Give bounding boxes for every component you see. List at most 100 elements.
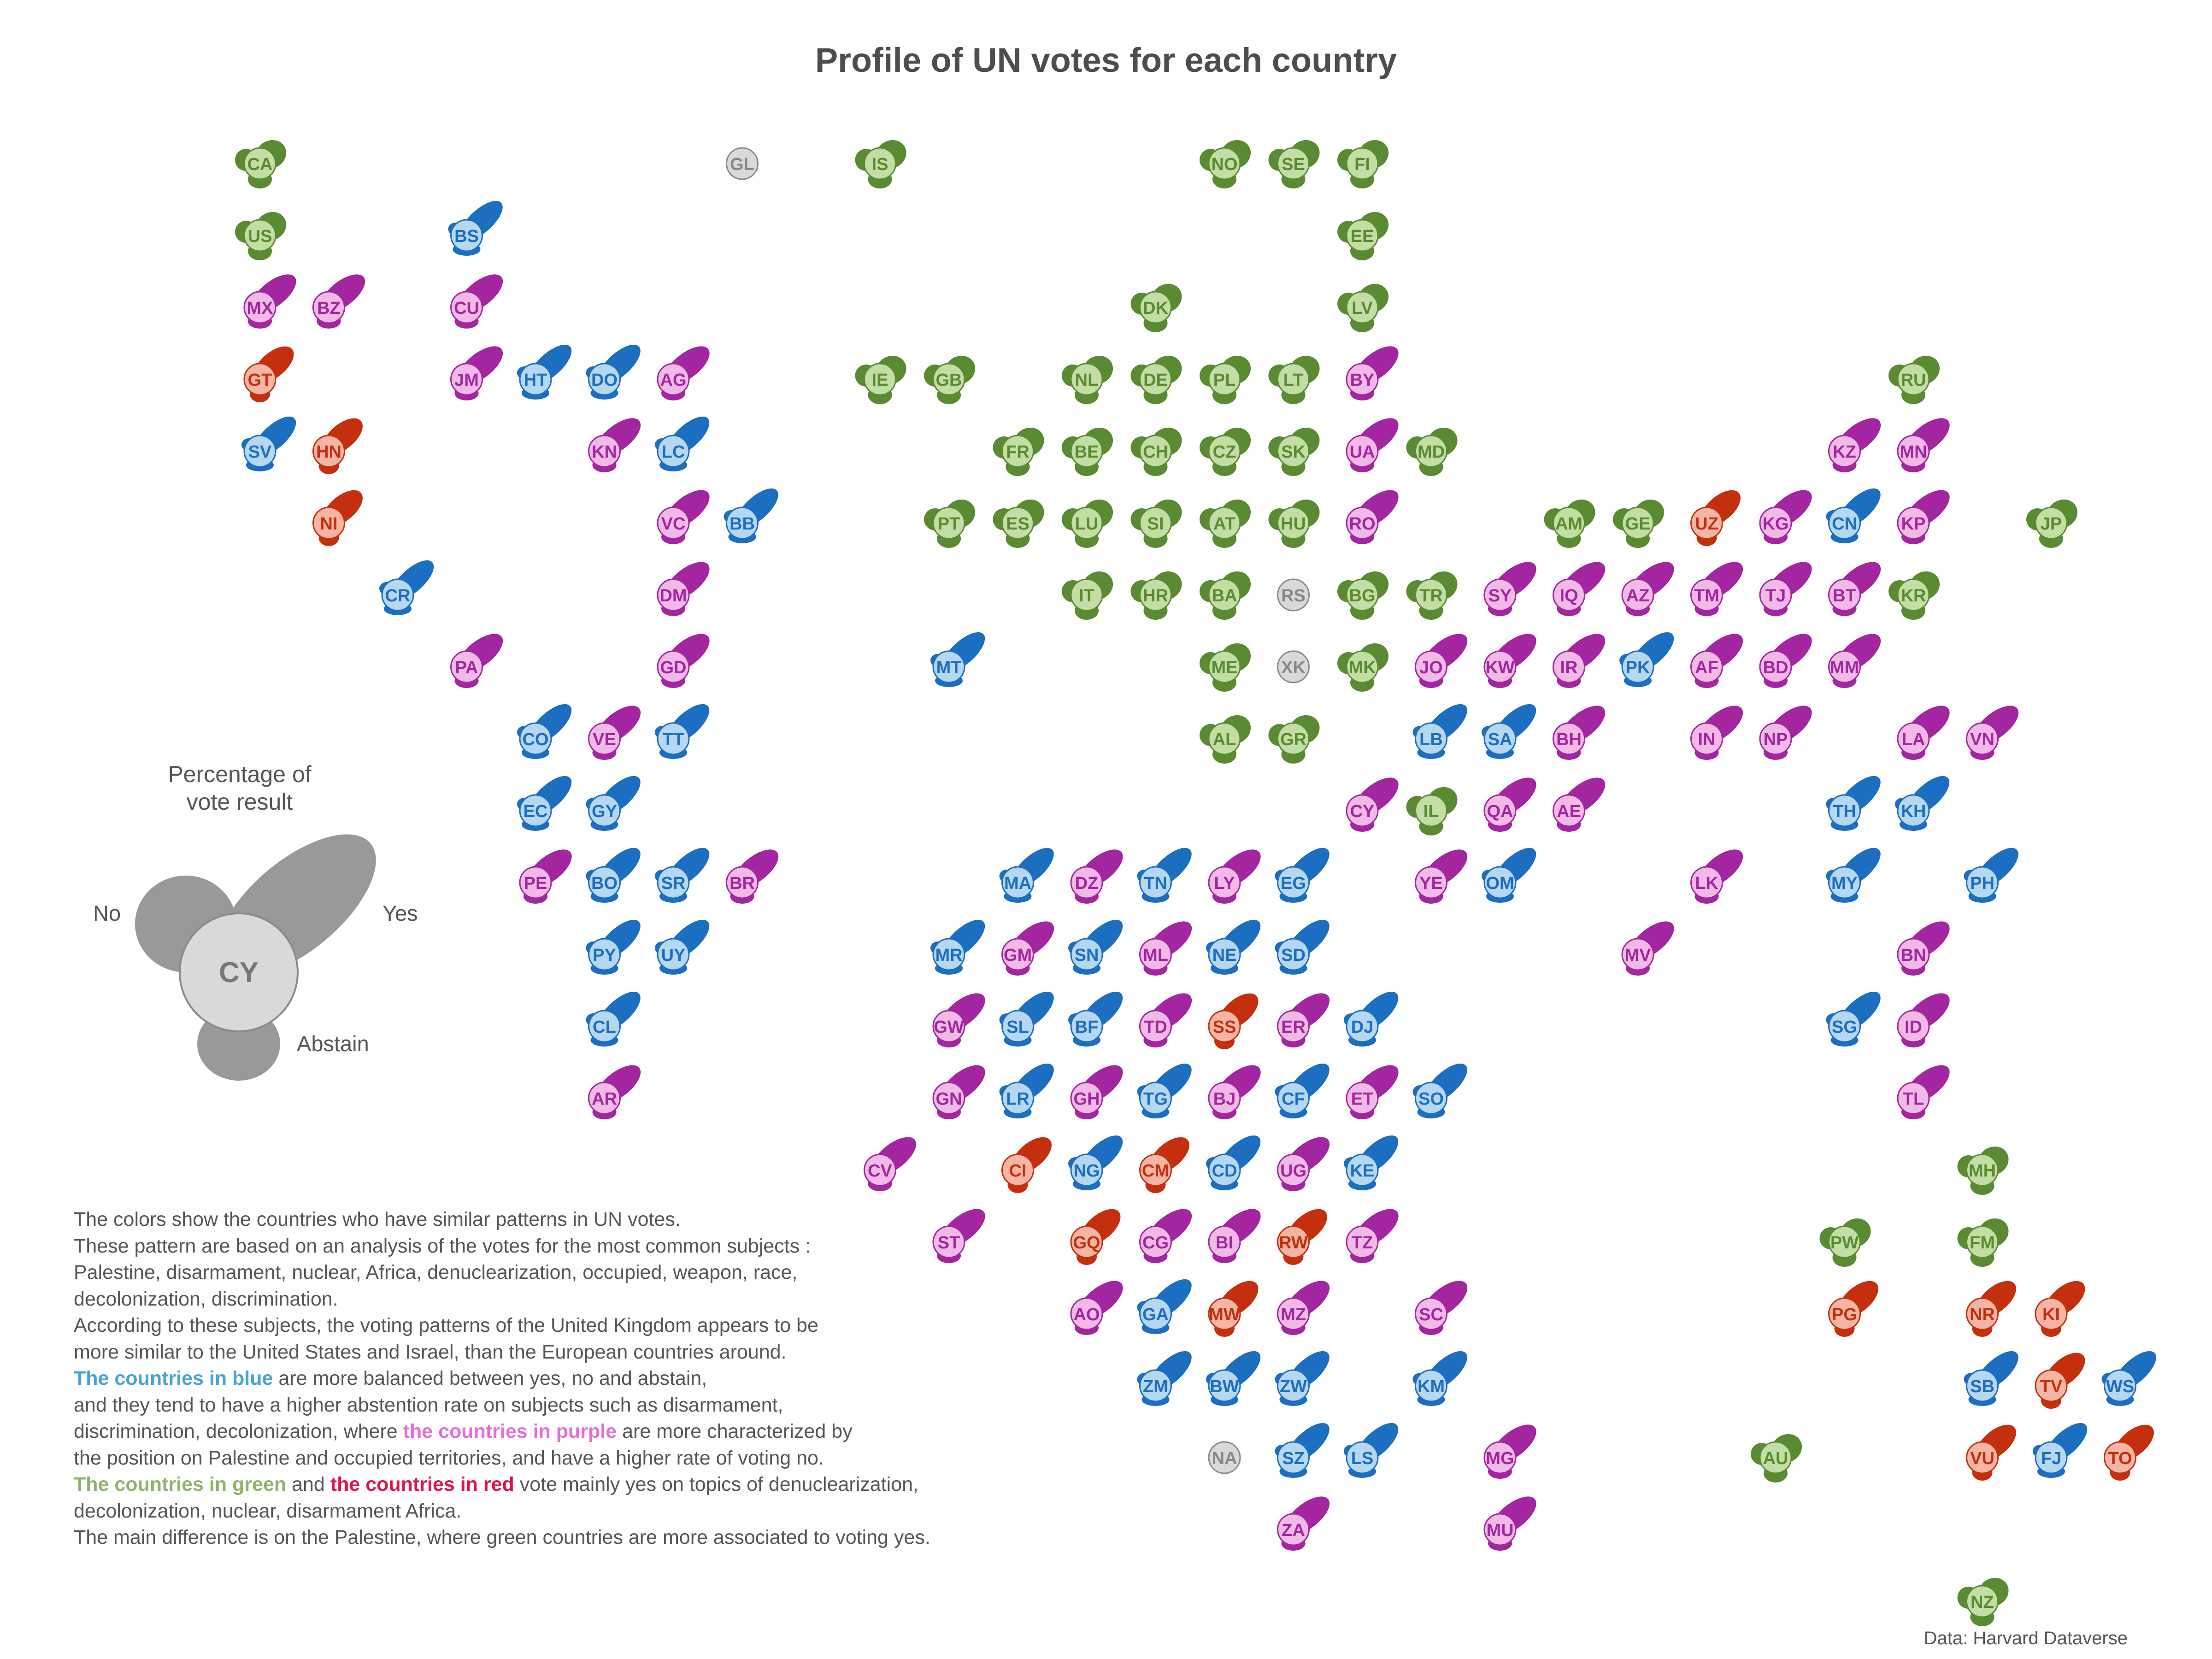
country-glyph-kn: KN: [588, 418, 641, 472]
country-glyph-it: IT: [1062, 571, 1113, 620]
glyph-disc: [1553, 578, 1585, 612]
country-code-label: GW: [934, 1018, 964, 1037]
country-glyph-ga: GA: [1137, 1279, 1192, 1334]
country-glyph-bf: BF: [1068, 991, 1123, 1047]
glyph-disc: [1483, 794, 1517, 827]
country-code-label: TN: [1144, 874, 1167, 893]
country-glyph-dj: DJ: [1344, 991, 1399, 1047]
glyph-disc: [1208, 1010, 1241, 1043]
glyph-disc: [1139, 1082, 1172, 1115]
glyph-disc: [1001, 435, 1034, 468]
country-code-label: UY: [661, 946, 686, 965]
country-glyph-kh: KH: [1895, 776, 1950, 831]
country-code-label: VC: [661, 514, 686, 534]
glyph-disc: [588, 866, 621, 899]
legend-abstain-label: Abstain: [297, 1031, 369, 1056]
description-text-segment: are more balanced between yes, no and ab…: [273, 1367, 707, 1389]
description-text-segment: and they tend to have a higher abstentio…: [74, 1394, 783, 1416]
country-code-label: CL: [593, 1018, 616, 1037]
glyph-disc: [519, 722, 552, 755]
glyph-disc: [1208, 147, 1241, 180]
country-glyph-et: ET: [1346, 1065, 1399, 1119]
country-glyph-se: SE: [1268, 140, 1320, 188]
glyph-disc: [1277, 506, 1310, 540]
glyph-disc: [1828, 506, 1861, 540]
glyph-disc: [1277, 1441, 1310, 1474]
glyph-disc: [1139, 1153, 1172, 1187]
description-line: more similar to the United States and Is…: [74, 1339, 1088, 1366]
country-glyph-lc: LC: [655, 416, 710, 471]
country-code-label: SG: [1832, 1018, 1857, 1037]
country-glyph-rw: RW: [1277, 1209, 1327, 1265]
country-code-label: CH: [1143, 442, 1168, 462]
country-glyph-la: LA: [1897, 706, 1950, 760]
glyph-disc: [1346, 1010, 1379, 1043]
description-text: The colors show the countries who have s…: [74, 1206, 1088, 1551]
country-code-label: NZ: [1971, 1593, 1994, 1612]
glyph-disc: [1070, 506, 1103, 540]
country-glyph-sd: SD: [1275, 919, 1330, 975]
country-glyph-sa: SA: [1482, 704, 1536, 759]
country-code-label: PG: [1832, 1305, 1857, 1324]
description-line: These pattern are based on an analysis o…: [74, 1233, 1088, 1260]
country-code-label: BZ: [317, 299, 341, 318]
country-glyph-fi: FI: [1337, 140, 1389, 188]
description-text-segment: Palestine, disarmament, nuclear, Africa,…: [74, 1261, 798, 1283]
glyph-disc: [450, 219, 483, 252]
glyph-disc: [1346, 650, 1379, 683]
country-code-label: BE: [1075, 442, 1099, 462]
country-glyph-ru: RU: [1888, 355, 1940, 404]
country-code-label: TM: [1694, 586, 1719, 606]
country-code-label: GM: [1004, 946, 1032, 965]
country-code-label: MV: [1625, 946, 1652, 965]
country-code-label: NR: [1970, 1305, 1995, 1324]
country-glyph-mv: MV: [1621, 921, 1674, 976]
country-glyph-de: DE: [1130, 355, 1182, 404]
glyph-disc: [1001, 938, 1034, 971]
glyph-disc: [932, 938, 965, 971]
country-code-label: NI: [320, 514, 338, 534]
glyph-disc: [1897, 506, 1930, 540]
country-code-label: NP: [1764, 730, 1788, 749]
country-glyph-lb: LB: [1412, 704, 1467, 759]
glyph-disc: [1208, 866, 1241, 899]
glyph-disc: [1759, 506, 1792, 540]
country-code-label: CG: [1142, 1233, 1169, 1253]
country-glyph-az: AZ: [1621, 562, 1674, 616]
country-glyph-mr: MR: [930, 919, 985, 975]
country-glyph-bb: BB: [724, 488, 778, 543]
description-text-segment: decolonization, nuclear, disarmament Afr…: [74, 1500, 462, 1522]
country-code-label: ET: [1351, 1089, 1374, 1109]
country-glyph-gh: GH: [1070, 1065, 1123, 1119]
glyph-disc: [1139, 1225, 1172, 1259]
glyph-disc: [1828, 435, 1861, 468]
country-code-label: BY: [1350, 371, 1375, 390]
glyph-disc: [1346, 1225, 1379, 1259]
country-glyph-mz: MZ: [1277, 1281, 1330, 1335]
glyph-disc: [1208, 506, 1241, 540]
description-line: the position on Palestine and occupied t…: [74, 1445, 1088, 1472]
legend-country-code: CY: [219, 957, 259, 988]
country-glyph-pl: PL: [1200, 355, 1251, 404]
glyph-disc: [588, 435, 621, 468]
glyph-disc: [1070, 938, 1103, 971]
country-glyph-sr: SR: [655, 847, 710, 903]
glyph-disc: [1966, 866, 1999, 899]
country-code-label: LR: [1006, 1089, 1030, 1109]
country-glyph-mt: MT: [930, 632, 985, 687]
glyph-disc: [1346, 219, 1379, 252]
country-code-label: NE: [1212, 946, 1237, 965]
description-text-segment: the position on Palestine and occupied t…: [74, 1447, 824, 1469]
glyph-disc: [1553, 794, 1585, 827]
country-glyph-lk: LK: [1690, 849, 1743, 904]
country-code-label: BA: [1212, 586, 1237, 606]
country-glyph-mu: MU: [1483, 1496, 1536, 1551]
country-code-label: GD: [660, 658, 687, 677]
country-code-label: ZA: [1282, 1521, 1305, 1540]
country-code-label: MM: [1830, 658, 1859, 677]
glyph-disc: [1070, 1153, 1103, 1187]
country-code-label: MW: [1209, 1305, 1240, 1324]
glyph-disc: [1483, 866, 1517, 899]
glyph-disc: [450, 363, 483, 396]
country-code-label: BT: [1833, 586, 1856, 606]
